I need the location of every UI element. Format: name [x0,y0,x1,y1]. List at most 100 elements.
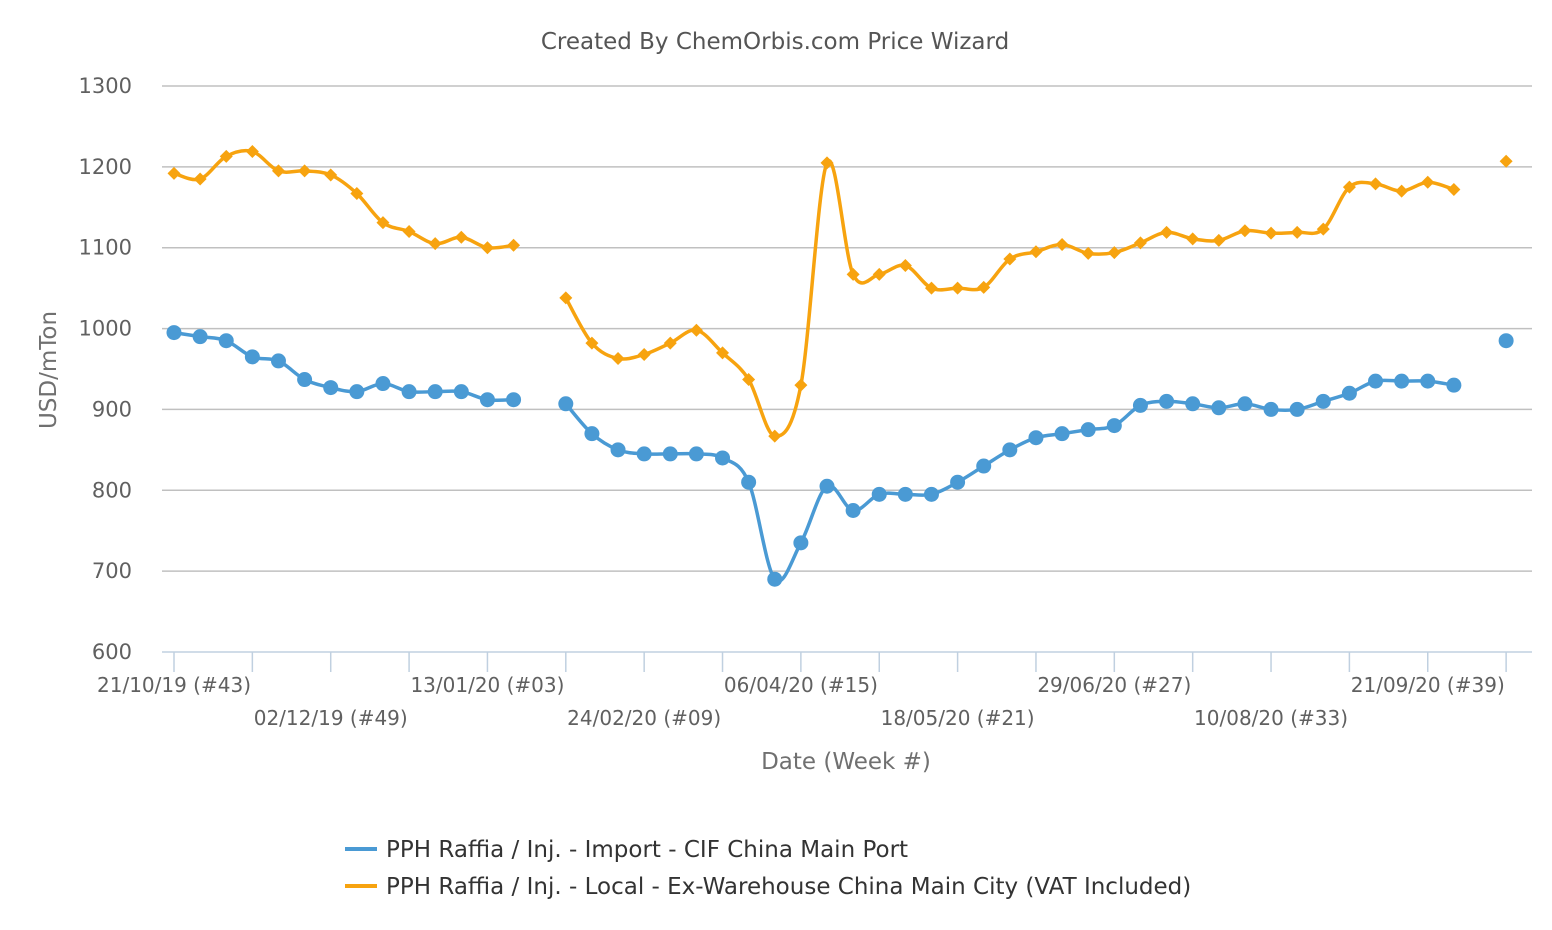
data-point[interactable] [323,380,339,396]
data-point[interactable] [453,384,469,400]
data-point[interactable] [1212,233,1226,247]
data-point[interactable] [1211,400,1227,416]
data-point[interactable] [1238,224,1252,238]
data-point[interactable] [401,384,417,400]
data-point[interactable] [663,336,677,350]
data-point[interactable] [636,446,652,462]
legend-item-local[interactable]: PPH Raffia / Inj. - Local - Ex-Warehouse… [345,874,1191,900]
data-point[interactable] [298,164,312,178]
data-point[interactable] [898,259,912,273]
data-point[interactable] [193,172,207,186]
data-point[interactable] [611,351,625,365]
data-point[interactable] [350,187,364,201]
data-point[interactable] [1055,237,1069,251]
data-point[interactable] [1315,393,1331,409]
data-point[interactable] [1395,184,1409,198]
data-point[interactable] [976,458,992,474]
data-point[interactable] [219,149,233,163]
data-point[interactable] [324,168,338,182]
data-point[interactable] [741,474,757,490]
legend-item-import[interactable]: PPH Raffia / Inj. - Import - CIF China M… [345,837,908,863]
data-point[interactable] [1394,373,1410,389]
data-point[interactable] [1080,422,1096,438]
data-point[interactable] [559,291,573,305]
data-point[interactable] [428,237,442,251]
data-point[interactable] [845,503,861,518]
data-point[interactable] [1264,226,1278,240]
data-point[interactable] [1446,377,1462,393]
data-point[interactable] [1054,426,1070,442]
data-point[interactable] [507,238,521,252]
data-point[interactable] [480,241,494,255]
data-point[interactable] [585,336,599,350]
data-point[interactable] [662,446,678,462]
data-point[interactable] [846,267,860,281]
data-point[interactable] [897,486,913,502]
data-point[interactable] [872,267,886,281]
data-point[interactable] [1237,396,1253,412]
data-point[interactable] [244,349,260,365]
data-point[interactable] [479,392,495,408]
data-point[interactable] [1160,225,1174,239]
data-point[interactable] [402,225,416,239]
data-point[interactable] [768,429,782,443]
data-point[interactable] [950,474,966,490]
data-point[interactable] [977,280,991,294]
data-point[interactable] [1341,385,1357,401]
data-point[interactable] [1081,246,1095,260]
data-point[interactable] [688,446,704,462]
data-point[interactable] [1420,373,1436,389]
data-point[interactable] [1342,180,1356,194]
data-point[interactable] [1447,182,1461,196]
data-point[interactable] [1498,333,1514,349]
data-point[interactable] [192,329,208,345]
data-point[interactable] [245,144,259,158]
data-point[interactable] [689,323,703,337]
data-point[interactable] [166,325,182,341]
data-point[interactable] [1132,397,1148,413]
data-point[interactable] [218,333,234,349]
data-point[interactable] [271,164,285,178]
data-point[interactable] [1185,396,1201,412]
data-point[interactable] [1107,246,1121,260]
data-point[interactable] [951,281,965,295]
data-point[interactable] [558,396,574,412]
data-point[interactable] [1029,245,1043,259]
data-point[interactable] [1289,401,1305,417]
data-point[interactable] [454,230,468,244]
data-point[interactable] [584,426,600,442]
data-point[interactable] [427,384,443,400]
data-point[interactable] [375,376,391,392]
data-point[interactable] [1290,225,1304,239]
data-point[interactable] [1159,393,1175,409]
data-point[interactable] [270,353,286,369]
data-point[interactable] [610,442,626,458]
data-point[interactable] [637,347,651,361]
data-point[interactable] [506,392,522,408]
data-point[interactable] [1028,430,1044,446]
data-point[interactable] [1133,236,1147,250]
data-point[interactable] [767,571,783,587]
data-point[interactable] [349,384,365,400]
data-point[interactable] [1003,252,1017,266]
data-point[interactable] [871,486,887,502]
data-point[interactable] [376,216,390,230]
data-point[interactable] [1499,154,1513,168]
data-point[interactable] [819,478,835,494]
data-point[interactable] [167,166,181,180]
data-point[interactable] [715,450,731,466]
data-point[interactable] [794,378,808,392]
data-point[interactable] [742,373,756,387]
data-point[interactable] [1421,175,1435,189]
data-point[interactable] [1106,418,1122,434]
data-point[interactable] [1316,222,1330,236]
data-point[interactable] [716,346,730,360]
data-point[interactable] [820,156,834,170]
data-point[interactable] [1368,373,1384,389]
data-point[interactable] [793,535,809,551]
data-point[interactable] [1186,232,1200,246]
data-point[interactable] [923,486,939,502]
data-point[interactable] [297,372,313,388]
data-point[interactable] [1263,401,1279,417]
data-point[interactable] [924,281,938,295]
